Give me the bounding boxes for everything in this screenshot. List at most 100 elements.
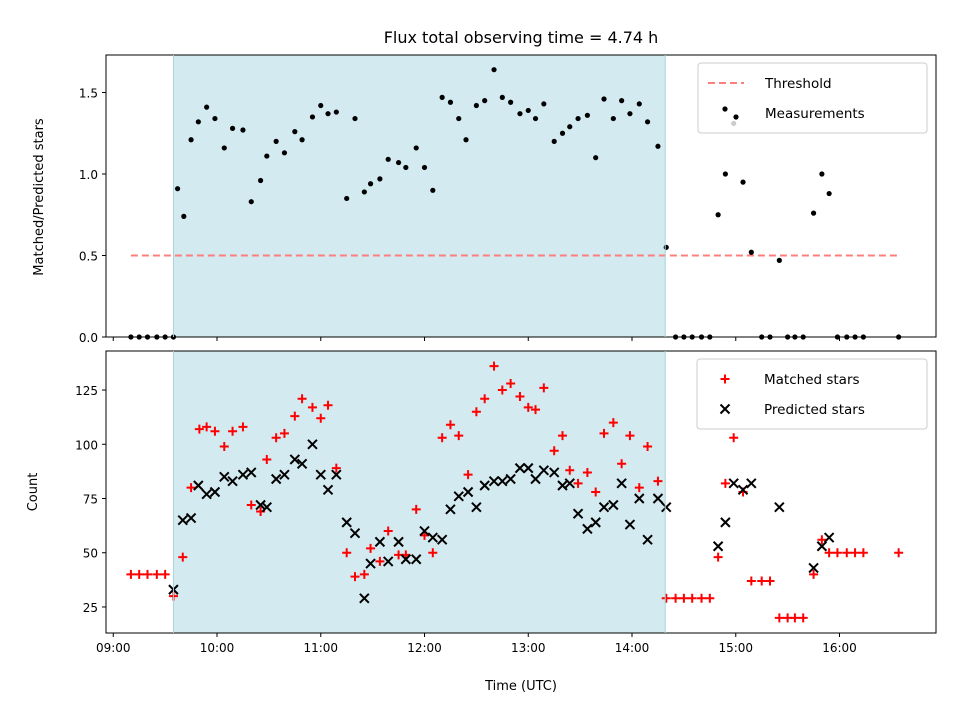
- matched-star-point: [383, 526, 393, 536]
- matched-star-point: [634, 483, 644, 493]
- measurement-point: [395, 159, 402, 166]
- matched-star-point: [582, 467, 592, 477]
- legend-box: [697, 62, 928, 134]
- measurement-point: [221, 145, 227, 151]
- measurement-point: [352, 115, 358, 122]
- count-y-axis-label: Count: [26, 473, 41, 512]
- measurement-point: [655, 143, 661, 149]
- predicted-star-point: [737, 484, 749, 496]
- matched-star-point: [549, 446, 559, 456]
- legend-measurement-swatch: [722, 106, 728, 112]
- measurement-point: [212, 115, 218, 122]
- ratio-panel: 0.0 0.5 1.0 1.5 Flux total observing time =…: [32, 28, 937, 345]
- measurement-point: [567, 124, 573, 130]
- matched-star-point: [850, 548, 860, 558]
- matched-star-point: [411, 504, 421, 514]
- count-y-axis: 25 50 75 100 125: [75, 384, 106, 615]
- measurement-point: [240, 127, 246, 133]
- y-tick-label: 25: [83, 601, 98, 615]
- measurement-point: [473, 102, 479, 109]
- predicted-star-point: [652, 493, 664, 504]
- measurement-point: [663, 244, 669, 250]
- predicted-star-point: [270, 473, 282, 485]
- predicted-star-point: [322, 484, 334, 496]
- measurement-point: [508, 99, 514, 105]
- matched-star-point: [126, 569, 136, 579]
- predicted-star-point: [774, 501, 785, 513]
- measurement-point: [377, 176, 383, 182]
- matched-star-point: [271, 433, 281, 443]
- observing-window-shade: [173, 55, 666, 337]
- predicted-star-point: [201, 488, 212, 500]
- predicted-star-point: [462, 486, 474, 498]
- legend-label: Matched stars: [764, 372, 860, 388]
- measurement-point: [491, 67, 497, 73]
- matched-star-point: [342, 548, 352, 558]
- measurement-point: [413, 145, 419, 151]
- measurement-point: [517, 111, 523, 117]
- x-tick-label: 12:00: [407, 641, 442, 655]
- predicted-star-point: [590, 517, 601, 528]
- matched-star-point: [720, 478, 730, 488]
- observing-window-shade: [173, 351, 666, 633]
- y-tick-label: 0.5: [79, 249, 98, 263]
- matched-star-point: [774, 613, 784, 623]
- matched-star-point: [359, 569, 369, 579]
- predicted-star-point: [471, 501, 482, 513]
- matched-star-point: [798, 613, 808, 623]
- measurement-point: [333, 109, 339, 115]
- matched-star-point: [832, 548, 842, 558]
- matched-star-point: [489, 361, 499, 371]
- measurement-point: [499, 94, 505, 100]
- measurement-point: [273, 138, 279, 144]
- matched-star-point: [297, 394, 307, 404]
- predicted-star-point: [365, 558, 376, 569]
- matched-star-point: [617, 459, 627, 469]
- predicted-star-point: [374, 536, 386, 548]
- matched-star-point: [307, 402, 317, 412]
- predicted-star-point: [279, 469, 290, 480]
- matched-star-point: [817, 535, 827, 545]
- measurement-point: [627, 111, 633, 117]
- predicted-star-point: [634, 493, 645, 504]
- predicted-star-point: [616, 478, 627, 489]
- predicted-star-point: [523, 462, 534, 474]
- matched-star-point: [661, 593, 671, 603]
- predicted-star-point: [419, 525, 430, 537]
- matched-star-point: [746, 576, 756, 586]
- matched-star-point: [523, 402, 533, 412]
- measurement-point: [447, 99, 454, 105]
- count-marks: [126, 361, 904, 623]
- matched-star-point: [705, 593, 715, 603]
- matched-star-point: [238, 422, 248, 432]
- matched-star-point: [210, 426, 220, 436]
- matched-star-point: [671, 593, 681, 603]
- matched-star-point: [565, 465, 575, 475]
- matched-star-point: [539, 383, 549, 393]
- measurement-point: [551, 138, 557, 144]
- predicted-star-point: [246, 467, 257, 478]
- ratio-x-axis-ticks: [112, 337, 841, 341]
- matched-star-point: [202, 422, 212, 432]
- measurement-point: [819, 171, 825, 177]
- predicted-star-point: [315, 469, 326, 480]
- measurement-point: [619, 98, 625, 104]
- matched-star-point: [824, 548, 834, 558]
- x-tick-label: 15:00: [718, 641, 753, 655]
- matched-star-point: [186, 483, 196, 493]
- predicted-star-point: [453, 491, 464, 502]
- matched-star-point: [765, 576, 775, 586]
- matched-star-point: [591, 487, 601, 497]
- measurement-point: [281, 150, 288, 156]
- legend-measurement-swatch: [733, 114, 739, 120]
- matched-star-point: [599, 428, 609, 438]
- measurement-point: [385, 156, 391, 162]
- matched-star-point: [350, 572, 360, 582]
- matched-star-point: [290, 411, 300, 421]
- predicted-star-point: [185, 512, 197, 524]
- measurement-point: [204, 104, 210, 110]
- matched-star-point: [428, 548, 438, 558]
- predicted-star-point: [557, 480, 568, 491]
- measurement-point: [229, 125, 236, 131]
- predicted-star-point: [661, 501, 672, 513]
